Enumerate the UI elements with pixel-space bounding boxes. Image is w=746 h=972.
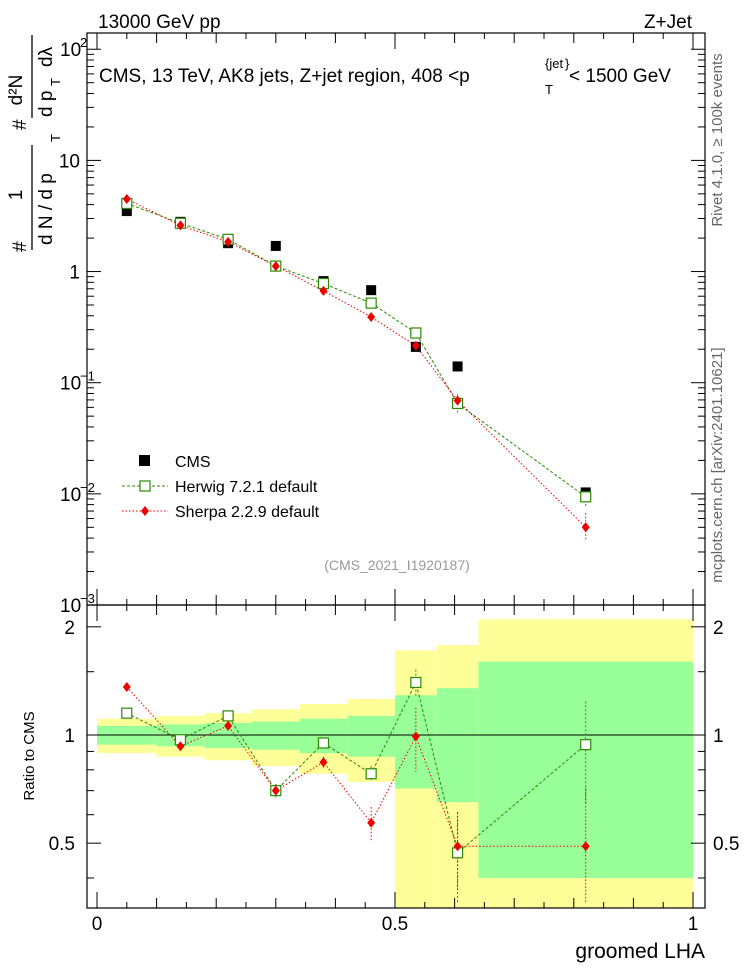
y-tick-label: 10 [60,40,81,61]
y-tick-exponent: 2 [80,35,87,50]
legend-label-sherpa: Sherpa 2.2.9 default [175,504,320,521]
ylabel-frac1-den: d N / d p [36,173,57,245]
herwig-ratio-point [410,676,422,689]
herwig-ratio-line [126,681,587,854]
sherpa-ratio-point [224,720,233,731]
ratio-y-tick-label: 0.5 [49,834,75,855]
title-sup-close: } [565,56,570,71]
herwig-point [410,327,422,339]
y-tick-label: 10 [60,596,81,617]
sherpa-ratio-point [453,841,462,852]
ylabel-hash-1: # [10,241,31,252]
y-axis-label: # 1 d N / d p T # d²N d p T dλ [6,35,63,252]
sherpa-point [224,236,233,247]
sherpa-point [271,261,280,272]
x-axis-label: groomed LHA [575,940,705,963]
sherpa-ratio-point [319,757,328,768]
ratio-frame [86,604,706,909]
ratio-y-tick-label-right: 0.5 [713,834,739,855]
herwig-ratio-point [317,737,330,749]
legend: CMS Herwig 7.2.1 default Sherpa 2.2.9 de… [122,454,320,521]
sherpa-point [319,285,328,296]
ratio-y-tick-label-right: 2 [713,618,724,639]
sherpa-point [176,220,185,231]
herwig-ratio-point [222,710,234,722]
y-tick-label: 1 [69,263,80,284]
ylabel-frac1-num: 1 [6,190,27,201]
title-tail: < 1500 GeV [569,66,671,87]
sherpa-ratio-point [122,681,131,692]
ylabel-frac2-num: d²N [6,75,27,106]
sherpa-point [581,522,590,533]
plot-title: CMS, 13 TeV, AK8 jets, Z+jet region, 408… [99,56,671,97]
sherpa-point [411,340,420,351]
ratio-panel: 0 0.5 1 0.5 0.5 1 1 2 2 [49,605,739,935]
ylabel-frac2-den-tail: dλ [36,46,57,67]
y-tick-label: 10 [59,151,80,172]
mcplots-label: mcplots.cern.ch [arXiv:2401.10621] [709,347,726,582]
title-sub: T [545,82,553,97]
cms-point [121,206,132,217]
herwig-ratio-point [580,739,592,751]
ylabel-hash-2: # [10,119,31,130]
x-tick-label: 1 [688,914,699,935]
cms-point [270,240,281,251]
x-tick-label: 0.5 [382,914,408,935]
ylabel-frac2-den: d p [36,91,57,117]
legend-marker-sherpa [141,506,149,516]
herwig-ratio-point [365,768,377,780]
sherpa-ratio-point [271,785,280,796]
ylabel-frac2-den-sub: T [48,78,63,86]
cms-point [452,361,463,372]
sherpa-ratio-point [581,841,590,852]
sherpa-ratio-point [411,731,420,742]
sherpa-ratio-point [176,741,185,752]
legend-label-cms: CMS [175,454,211,471]
legend-marker-herwig [139,480,151,492]
sherpa-point [453,395,462,406]
analysis-tag: (CMS_2021_I1920187) [324,557,470,573]
ratio-ylabel: Ratio to CMS [21,711,38,800]
x-tick-label: 0 [92,914,103,935]
herwig-point [365,297,377,309]
header-right: Z+Jet [644,12,693,33]
title-sup: {jet [545,56,563,71]
sherpa-point [122,193,131,204]
ratio-y-tick-label: 1 [64,726,75,747]
herwig-point [580,491,592,503]
ratio-band-inner [436,688,479,803]
ratio-band-inner [251,721,300,750]
legend-marker-cms [139,455,150,466]
cms-point [366,285,377,296]
ratio-band-inner [347,715,395,757]
herwig-ratio-point [121,707,133,719]
ylabel-frac1-den-sub: T [48,134,63,142]
ratio-y-tick-label: 2 [64,618,75,639]
title-main: CMS, 13 TeV, AK8 jets, Z+jet region, 408… [99,66,470,87]
ratio-y-tick-label-right: 1 [713,726,724,747]
rivet-label: Rivet 4.1.0, ≥ 100k events [709,53,726,226]
sherpa-point [367,311,376,322]
legend-label-herwig: Herwig 7.2.1 default [175,479,318,496]
y-tick-label: 10 [60,374,81,395]
y-tick-label: 10 [60,485,81,506]
header-left: 13000 GeV pp [98,12,221,33]
sherpa-ratio-point [367,817,376,828]
herwig-line [126,202,587,498]
